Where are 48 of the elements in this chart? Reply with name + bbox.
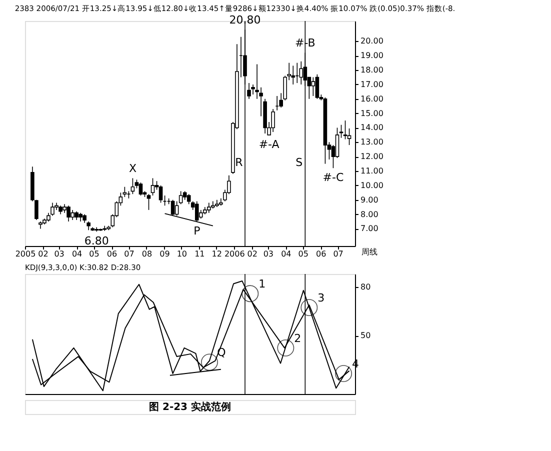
y-tick-label: 15.00 (360, 108, 384, 118)
y-tick-label: 14.00 (360, 123, 384, 132)
ref-line-label: S (296, 156, 303, 169)
x-tick-label: 11 (194, 250, 205, 258)
annotation: 6.80 (84, 234, 109, 248)
y-tick-label: 18.00 (360, 66, 384, 75)
x-tick-label: 05 (89, 250, 100, 258)
x-tick-label: 12 (212, 250, 222, 258)
annotation: P (194, 224, 201, 238)
y-tick-label: 80 (360, 282, 371, 292)
x-tick-label: 09 (160, 250, 170, 258)
x-tick-label: 03 (54, 250, 64, 258)
y-tick-label: 10.00 (360, 180, 384, 190)
x-axis-title: 周线 (362, 248, 378, 256)
x-tick-label: 02 (247, 250, 258, 258)
y-tick-label: 12.00 (360, 152, 384, 162)
annotation: 20.80 (229, 14, 261, 27)
caption: 图 2-23 实战范例 (149, 401, 231, 413)
annotation: 2 (294, 332, 302, 345)
x-tick-label: 06 (106, 250, 118, 258)
y-tick-label: 17.00 (360, 80, 384, 89)
y-tick-label: 16.00 (360, 94, 384, 104)
y-tick-label: 9.00 (360, 195, 378, 204)
annotation: #-C (322, 171, 344, 184)
annotation: X (128, 162, 137, 176)
x-tick-label: 04 (281, 250, 292, 258)
x-tick-label: 05 (298, 250, 308, 258)
x-tick-label: 04 (72, 250, 82, 258)
annotation: #-A (258, 138, 280, 151)
annotation: 1 (258, 278, 266, 291)
x-tick-label: 08 (142, 250, 152, 258)
annotation: 3 (318, 292, 325, 305)
x-tick-label: 2005 (15, 250, 36, 258)
x-tick-label: 07 (333, 250, 344, 258)
x-tick-label: 03 (263, 250, 274, 258)
y-tick-label: 20.00 (360, 36, 384, 46)
y-tick-label: 11.00 (360, 166, 384, 176)
x-tick-label: 2006 (224, 250, 245, 258)
y-tick-label: 7.00 (360, 224, 378, 234)
x-tick-label: 02 (38, 250, 48, 258)
x-tick-label: 10 (176, 250, 187, 258)
x-tick-label: 07 (124, 250, 134, 258)
x-tick-label: 06 (316, 250, 326, 258)
y-tick-label: 50 (360, 331, 371, 340)
y-tick-label: 8.00 (360, 210, 378, 219)
y-tick-label: 19.00 (360, 51, 384, 60)
ref-line-label: R (235, 156, 244, 169)
y-tick-label: 13.00 (360, 138, 384, 147)
